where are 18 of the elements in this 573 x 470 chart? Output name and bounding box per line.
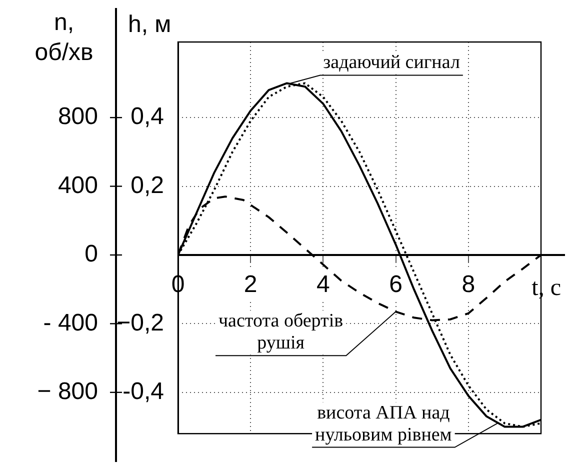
y2-tick-label: 0,2 <box>130 172 164 199</box>
y-tick-label: 400 <box>58 172 98 199</box>
y2-axis-title: h, м <box>128 11 172 38</box>
x-tick-label: 2 <box>244 271 258 298</box>
annotation: частота обертів рушія <box>218 310 344 354</box>
y2-tick-label: −0,2 <box>116 309 164 336</box>
y-axis-title: n, об/хв <box>34 9 94 66</box>
y-tick-label: 0 <box>84 240 98 268</box>
annotation: висота АПА над нульовим рівнем <box>315 402 452 446</box>
x-tick-label: 8 <box>462 271 476 298</box>
x-tick-label: 6 <box>389 271 402 298</box>
x-tick-label: 4 <box>316 271 330 298</box>
y-tick-label: 800 <box>58 103 98 130</box>
y2-tick-label: -0,4 <box>122 378 164 406</box>
annotation: задаючий сигнал <box>323 52 460 74</box>
y-tick-label: - 400 <box>43 309 98 336</box>
y2-tick-label: 0,4 <box>130 103 164 130</box>
y-tick-label: − 800 <box>37 378 98 406</box>
